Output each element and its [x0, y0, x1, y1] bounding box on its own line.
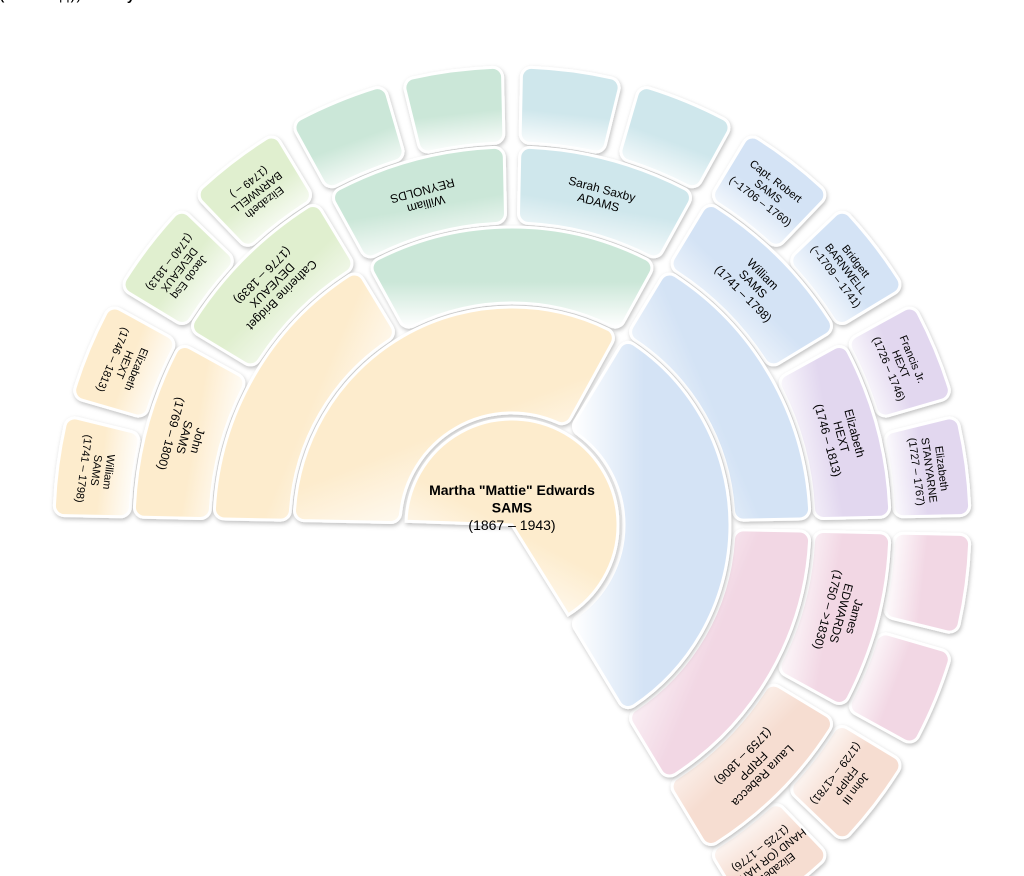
center-line-0: Martha "Mattie" Edwards [429, 482, 595, 498]
seg-gggp-6[interactable] [520, 67, 619, 152]
label-parent-dates-1: (1840 – 1902) [0, 0, 81, 3]
center-line-2: (1867 – 1943) [468, 517, 555, 533]
seg-gggp-5[interactable] [405, 67, 504, 152]
seg-gggp-12[interactable] [885, 533, 970, 632]
ancestry-fan-chart: WilliamSAMS(1741 – 1798)ElizabethHEXT(17… [0, 0, 1024, 876]
center-line-1: SAMS [492, 500, 532, 516]
